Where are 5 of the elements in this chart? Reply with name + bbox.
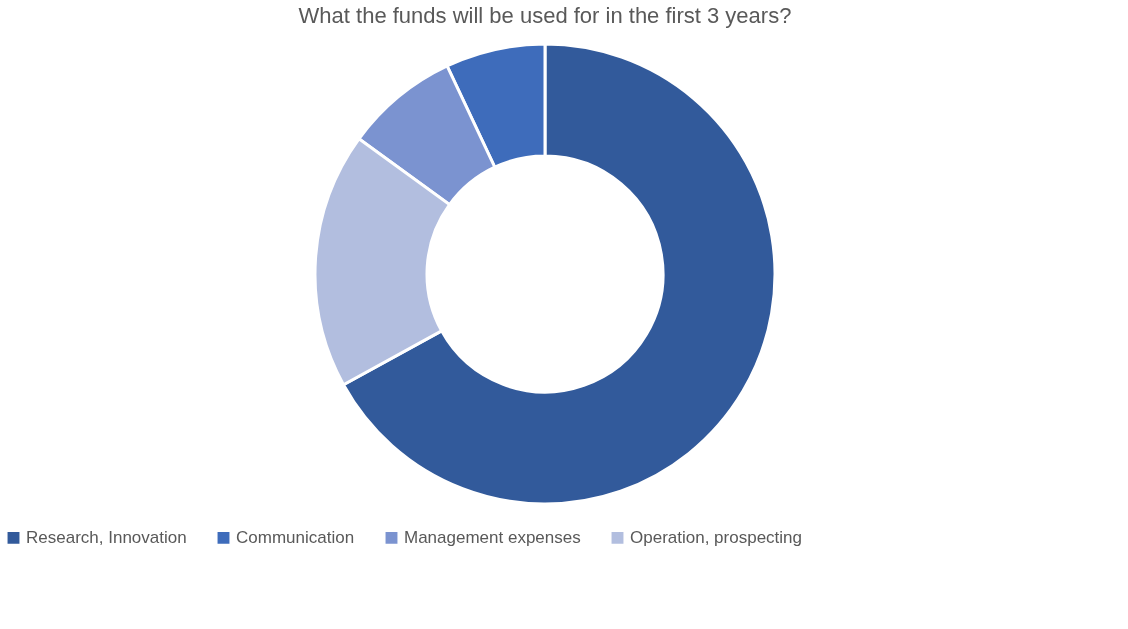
legend-label: Research, Innovation <box>26 527 187 547</box>
legend-label: Operation, prospecting <box>630 527 802 547</box>
legend-label: Management expenses <box>404 527 581 547</box>
chart-title: What the funds will be used for in the first 3 years? <box>298 3 792 28</box>
legend-label: Communication <box>236 527 355 547</box>
